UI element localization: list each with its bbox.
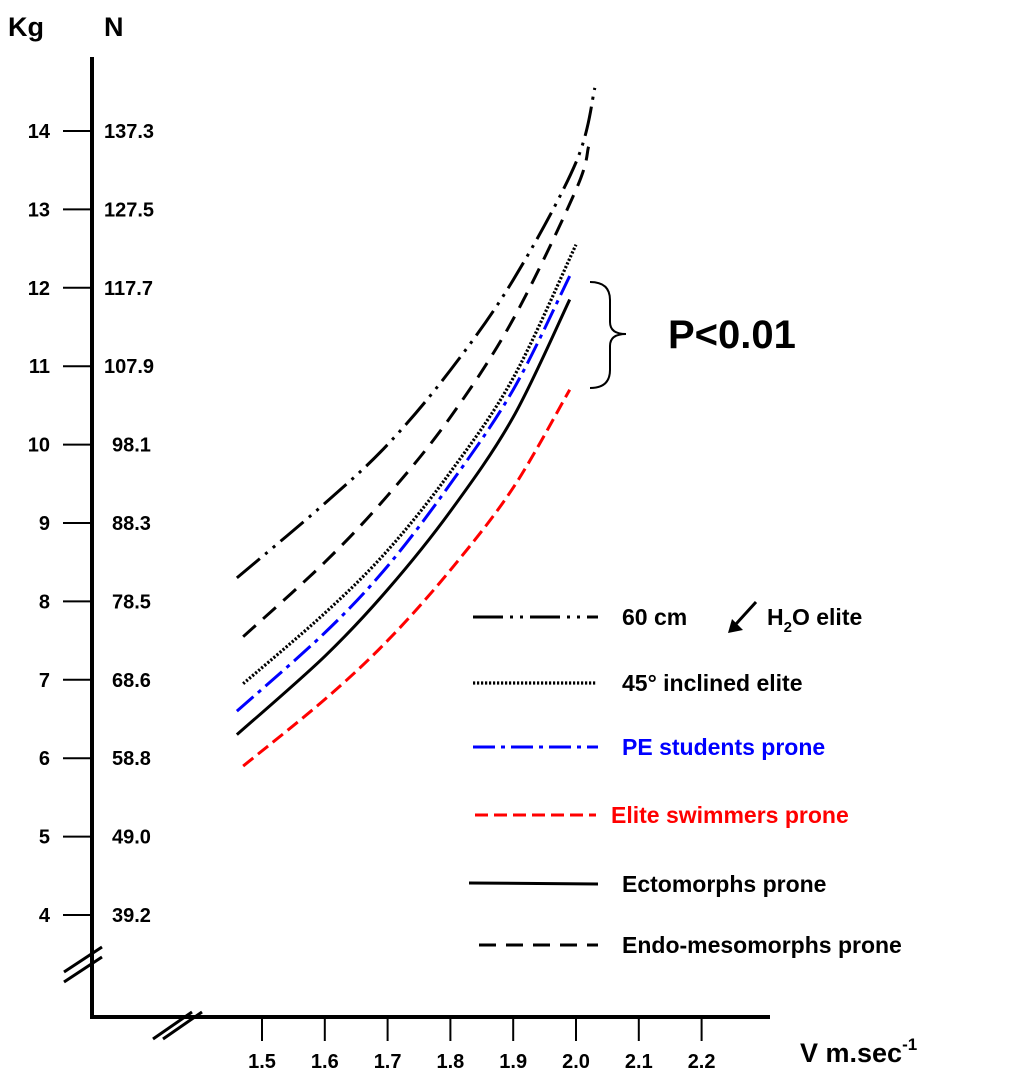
legend-label-45-inclined-elite: 45° inclined elite (622, 670, 803, 696)
legend-label-pe-students-prone: PE students prone (622, 734, 825, 760)
y-tick-label-newton: 98.1 (112, 435, 151, 457)
y-tick-label-newton: 137.3 (104, 121, 154, 143)
legend: 60 cm H2O elite 45° inclined elite PE st… (468, 600, 902, 958)
series-line-ectomorphs-prone (235, 298, 572, 736)
y-tick-label-kg: 6 (39, 748, 50, 770)
x-tick-label: 1.8 (436, 1051, 464, 1073)
x-axis-title-main: V m.sec (800, 1038, 902, 1068)
significance-bracket (589, 281, 627, 389)
legend-label-ectomorphs-prone: Ectomorphs prone (622, 871, 826, 897)
y-tick-label-kg: 8 (39, 591, 50, 613)
y-tick-label-newton: 88.3 (112, 513, 151, 535)
y-tick-label-kg: 4 (39, 905, 51, 927)
y-tick-label-kg: 11 (29, 356, 50, 378)
y-tick-label-newton: 68.6 (112, 670, 151, 692)
legend-label-endo-mesomorphs-prone: Endo-mesomorphs prone (622, 932, 902, 958)
x-axis-ticks: 1.5 1.6 1.7 1.8 1.9 2.0 2.1 2.2 (248, 1017, 716, 1073)
legend-arrow-icon (728, 600, 758, 633)
y-tick-label-kg: 13 (28, 199, 50, 221)
x-tick-label: 1.6 (311, 1051, 339, 1073)
x-tick-label: 2.0 (562, 1051, 590, 1073)
y-tick-label-kg: 14 (28, 121, 51, 143)
x-axis-title: V m.sec-1 (800, 1035, 917, 1068)
legend-label-60cm-h2o-elite: 60 cm H2O elite (622, 604, 862, 636)
significance-annotation: P<0.01 (668, 313, 796, 357)
x-tick-label: 1.5 (248, 1051, 276, 1073)
y-tick-label-newton: 107.9 (104, 356, 154, 378)
x-tick-label: 2.1 (625, 1051, 653, 1073)
legend-label-o-elite-part: O elite (792, 604, 862, 630)
y-tick-label-newton: 117.7 (104, 278, 153, 300)
x-tick-label: 1.7 (374, 1051, 402, 1073)
y-tick-label-newton: 49.0 (112, 827, 151, 849)
series-line-elite-swimmers-prone (242, 388, 572, 768)
y-tick-label-kg: 5 (39, 827, 50, 849)
y-tick-label-kg: 7 (39, 670, 50, 692)
legend-label-h-part: H (767, 604, 784, 630)
y-axis-title-newton: N (104, 12, 124, 42)
y-axis-title-kg: Kg (8, 12, 44, 42)
series-line-60cm-h2o-elite (235, 87, 597, 580)
x-tick-label: 1.9 (499, 1051, 527, 1073)
y-axis-ticks: 4 39.2 5 49.0 6 58.8 7 68.6 8 78.5 9 88.3 10 98.1 11 10… (28, 121, 154, 927)
series-lines (235, 87, 597, 768)
y-axis-break-mark (63, 945, 103, 984)
y-tick-label-newton: 39.2 (112, 905, 151, 927)
y-tick-label-newton: 78.5 (112, 591, 151, 613)
y-tick-label-newton: 58.8 (112, 748, 151, 770)
legend-label-elite-swimmers-prone: Elite swimmers prone (611, 802, 849, 828)
series-line-pe-students-prone (235, 275, 572, 713)
y-tick-label-newton: 127.5 (104, 199, 154, 221)
series-line-45-inclined-elite (242, 243, 578, 685)
x-axis-title-superscript: -1 (902, 1035, 917, 1054)
x-axis-break-mark (152, 1010, 203, 1041)
legend-swatch-ectomorphs-prone (468, 881, 599, 886)
legend-label-subscript-2: 2 (784, 619, 792, 636)
y-tick-label-kg: 12 (28, 278, 50, 300)
y-tick-label-kg: 9 (39, 513, 50, 535)
x-tick-label: 2.2 (688, 1051, 716, 1073)
series-line-endo-mesomorphs-prone (242, 146, 591, 638)
legend-label-60cm-part: 60 cm (622, 604, 694, 630)
y-tick-label-kg: 10 (28, 435, 50, 457)
